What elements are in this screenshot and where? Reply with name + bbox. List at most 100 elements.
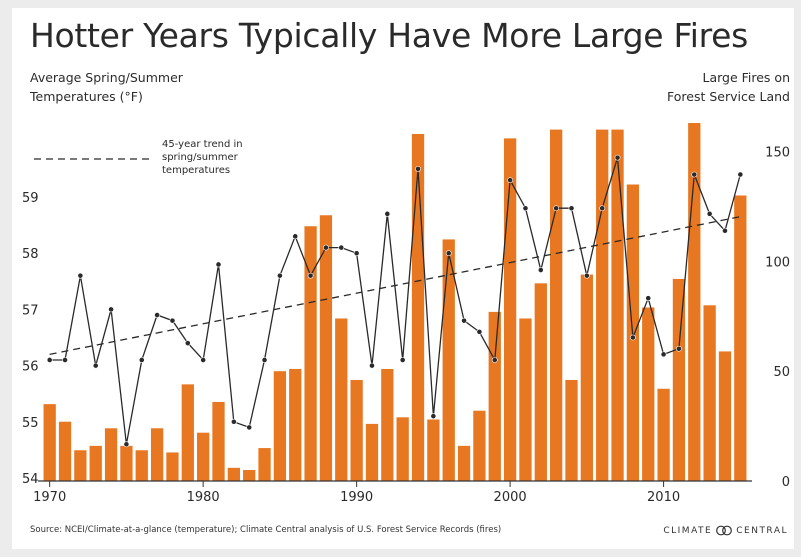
temperature-point	[292, 233, 299, 240]
right-tick-label: 50	[773, 365, 790, 380]
trend-legend-label: 45-year trend in	[162, 139, 243, 150]
fire-bar	[181, 384, 194, 481]
left-axis-label-line-1: Average Spring/Summer	[30, 70, 183, 85]
fire-bar	[365, 423, 379, 481]
temperature-point	[200, 357, 207, 363]
fire-bar	[672, 278, 686, 481]
climate-central-logo: CLIMATE CENTRAL	[663, 525, 788, 536]
temperature-point	[353, 250, 360, 257]
temperature-point	[676, 345, 682, 352]
fire-bar	[718, 351, 732, 481]
temperature-point	[599, 205, 606, 212]
temperature-point	[246, 424, 253, 431]
brand-icon	[716, 525, 733, 536]
left-axis-label: Average Spring/Summer Temperatures (°F)	[30, 68, 183, 106]
temperature-point	[553, 205, 560, 212]
fire-bar	[150, 428, 164, 481]
fire-bar	[396, 417, 409, 481]
fire-bar	[135, 450, 148, 481]
temperature-point	[92, 362, 99, 369]
fire-bar	[442, 239, 455, 481]
temperature-point	[230, 418, 237, 425]
x-tick-label: 1980	[187, 490, 220, 505]
fire-bar	[89, 445, 102, 481]
temperature-point	[445, 250, 452, 257]
x-tick-label: 2010	[647, 490, 680, 505]
x-tick-label: 2000	[494, 490, 527, 505]
temperature-point	[507, 177, 514, 184]
temperature-point	[307, 272, 314, 279]
fire-bar	[457, 445, 471, 481]
fire-bar	[304, 226, 317, 481]
left-tick-label: 58	[22, 247, 39, 262]
fire-bar	[58, 421, 72, 481]
fire-bar	[534, 283, 547, 481]
fire-bar	[734, 195, 747, 482]
fire-bar	[473, 410, 486, 481]
temperature-point	[537, 267, 544, 273]
fire-bar	[565, 379, 578, 481]
temperature-point	[77, 272, 84, 279]
source-note: Source: NCEI/Climate-at-a-glance (temper…	[30, 525, 502, 535]
fire-bar	[197, 432, 210, 481]
fire-bar	[703, 305, 716, 481]
chart-card: Hotter Years Typically Have More Large F…	[12, 8, 794, 549]
fire-bar	[519, 318, 532, 481]
fire-bar	[580, 274, 593, 481]
fire-bar	[243, 470, 256, 481]
right-axis-label-line-1: Large Fires on	[702, 70, 790, 85]
left-tick-label: 59	[22, 191, 39, 206]
temperature-point	[338, 244, 345, 251]
right-axis-label: Large Fires on Forest Service Land	[667, 68, 790, 106]
fire-bar	[258, 448, 271, 481]
chart-title: Hotter Years Typically Have More Large F…	[30, 16, 749, 55]
fires-temperature-chart: 1970 1980 1990 2000 2010 54 55 56 57 58 59 0 50 100 15…	[22, 123, 790, 505]
fire-bar	[120, 445, 133, 481]
fire-bar	[642, 307, 655, 481]
temperature-point	[415, 165, 421, 172]
x-tick-label: 1970	[33, 490, 66, 505]
temperature-point	[323, 244, 329, 251]
temperature-point	[138, 357, 145, 363]
left-tick-label: 55	[22, 416, 39, 431]
temperature-point	[583, 272, 590, 279]
fire-bar	[212, 401, 225, 481]
fire-bar	[350, 379, 363, 481]
temperature-point	[476, 328, 483, 335]
fire-bar	[335, 318, 348, 481]
temperature-point	[522, 205, 529, 212]
fire-bar	[166, 452, 179, 481]
temperature-point	[123, 441, 130, 448]
temperature-point	[215, 261, 222, 268]
temperature-point	[645, 295, 652, 302]
temperature-point	[660, 351, 667, 358]
brand-right: CENTRAL	[736, 525, 788, 536]
trend-legend-label: temperatures	[162, 165, 230, 176]
temperature-point	[62, 357, 68, 363]
right-tick-label: 0	[782, 475, 790, 490]
temperature-point	[614, 154, 621, 161]
fire-bar	[227, 467, 240, 481]
fire-bar	[381, 368, 394, 481]
fire-bar	[488, 311, 501, 481]
temperature-point	[261, 357, 268, 363]
temperature-line	[49, 157, 741, 445]
temperature-point	[108, 306, 114, 313]
fire-bar	[104, 428, 118, 481]
temperature-point	[276, 272, 283, 279]
right-tick-label: 150	[765, 146, 790, 161]
temperature-point	[369, 362, 375, 369]
x-tick-label: 1990	[340, 490, 373, 505]
temperature-point	[706, 210, 713, 217]
fire-bar	[43, 404, 56, 481]
temperature-point	[629, 334, 636, 341]
fire-bar	[611, 129, 624, 481]
fire-bar	[550, 129, 563, 481]
temperature-point	[691, 171, 698, 178]
fire-bar	[427, 419, 440, 481]
temperature-point	[169, 317, 176, 324]
right-axis-label-line-2: Forest Service Land	[667, 89, 790, 104]
left-tick-label: 56	[22, 360, 39, 375]
left-axis-label-line-2: Temperatures (°F)	[30, 89, 143, 104]
temperature-point	[491, 357, 498, 363]
